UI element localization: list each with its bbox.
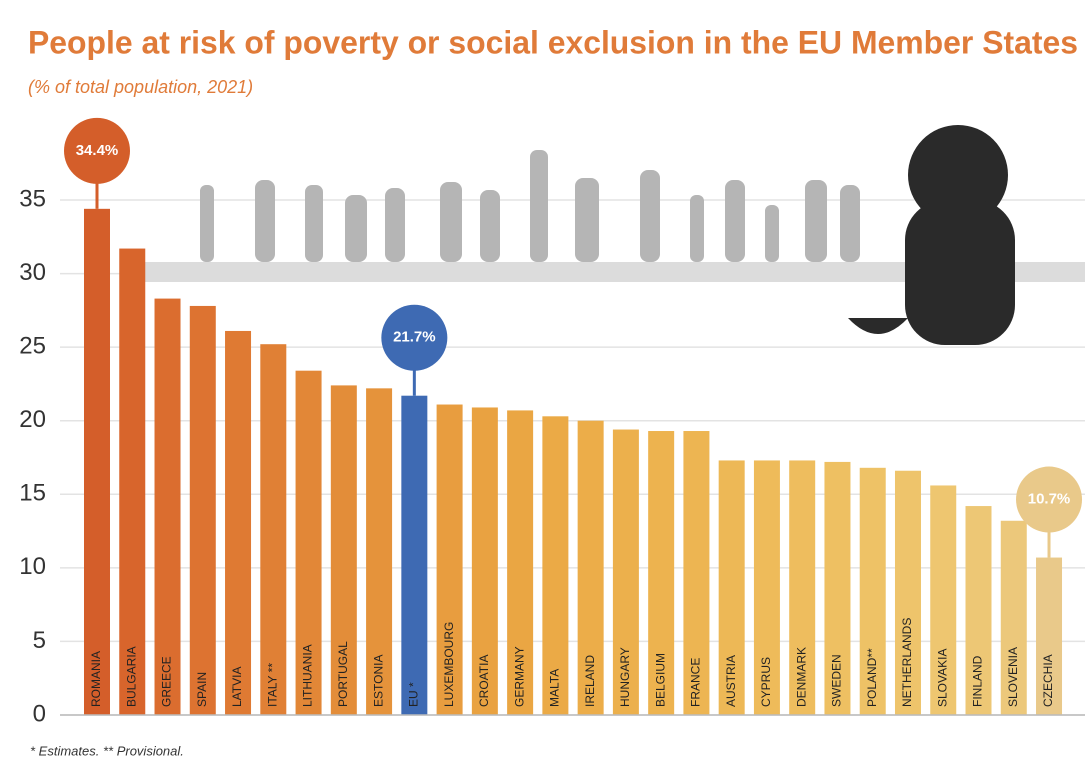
bar <box>824 461 851 715</box>
bar <box>612 429 639 715</box>
bar <box>401 395 428 715</box>
ground-band <box>140 262 1085 282</box>
bar <box>154 298 181 715</box>
bar <box>1000 520 1027 715</box>
callout-circle <box>64 117 130 184</box>
y-tick-label: 35 <box>19 185 46 212</box>
x-tick-label: EU * <box>407 682 421 707</box>
person-icon <box>905 125 1015 345</box>
value-label: 21.7% <box>393 329 436 346</box>
x-tick-label: ITALY ** <box>265 663 279 707</box>
x-tick-label: CZECHIA <box>1041 654 1055 707</box>
callout-circle <box>1016 466 1083 533</box>
bar <box>1036 557 1063 715</box>
x-tick-label: CROATIA <box>477 655 491 707</box>
bar <box>119 248 146 716</box>
y-tick-label: 0 <box>33 700 46 727</box>
x-tick-label: LATVIA <box>230 667 244 707</box>
x-tick-label: AUSTRIA <box>724 655 738 707</box>
x-tick-label: SPAIN <box>195 672 209 707</box>
x-tick-label: BULGARIA <box>124 646 138 707</box>
bar <box>507 410 534 715</box>
x-tick-label: MALTA <box>548 669 562 707</box>
x-tick-label: NETHERLANDS <box>900 618 914 707</box>
x-tick-label: POLAND** <box>865 648 879 707</box>
bar <box>718 460 745 715</box>
decoration <box>140 125 1085 345</box>
value-label: 10.7% <box>1028 491 1071 508</box>
x-tick-label: GREECE <box>160 656 174 707</box>
bar <box>366 388 393 715</box>
y-tick-label: 30 <box>19 259 46 286</box>
x-tick-label: BELGIUM <box>653 653 667 707</box>
y-tick-label: 5 <box>33 627 46 654</box>
bar <box>683 431 710 715</box>
chart-subtitle: (% of total population, 2021) <box>28 77 253 97</box>
y-tick-label: 10 <box>19 553 46 580</box>
x-tick-label: FINLAND <box>971 655 985 707</box>
bar <box>225 330 252 715</box>
x-tick-label: HUNGARY <box>618 647 632 707</box>
y-tick-label: 20 <box>19 406 46 433</box>
x-tick-label: DENMARK <box>794 647 808 707</box>
x-tick-label: LUXEMBOURG <box>442 622 456 707</box>
x-tick-label: LITHUANIA <box>301 644 315 707</box>
bar <box>789 460 816 715</box>
bar <box>859 467 886 715</box>
x-tick-label: CYPRUS <box>759 657 773 707</box>
x-tick-label: SLOVAKIA <box>935 649 949 707</box>
bar <box>648 431 675 715</box>
x-tick-label: ESTONIA <box>371 655 385 707</box>
x-tick-label: ROMANIA <box>89 651 103 707</box>
bar <box>84 208 110 716</box>
silhouettes <box>200 150 860 262</box>
y-tick-label: 25 <box>19 332 46 359</box>
bar <box>577 420 604 715</box>
chart-title: People at risk of poverty or social excl… <box>28 24 1078 60</box>
bar <box>542 416 569 715</box>
callout-circle <box>381 304 448 371</box>
bar <box>330 385 357 715</box>
x-tick-label: PORTUGAL <box>336 641 350 707</box>
x-tick-label: IRELAND <box>583 655 597 707</box>
bar <box>930 485 957 715</box>
footnote: * Estimates. ** Provisional. <box>30 743 184 758</box>
x-tick-label: SLOVENIA <box>1006 647 1020 707</box>
bowl-icon <box>848 318 908 334</box>
bar <box>260 344 287 715</box>
bar <box>753 460 780 715</box>
bar <box>189 305 216 715</box>
value-label: 34.4% <box>76 142 119 159</box>
bar <box>295 370 322 715</box>
bar <box>471 407 498 715</box>
bar <box>436 404 463 715</box>
bar <box>965 506 992 715</box>
y-tick-label: 15 <box>19 480 46 507</box>
bar <box>894 470 921 715</box>
x-tick-label: FRANCE <box>689 658 703 707</box>
x-tick-label: GERMANY <box>512 646 526 707</box>
x-tick-label: SWEDEN <box>830 654 844 707</box>
